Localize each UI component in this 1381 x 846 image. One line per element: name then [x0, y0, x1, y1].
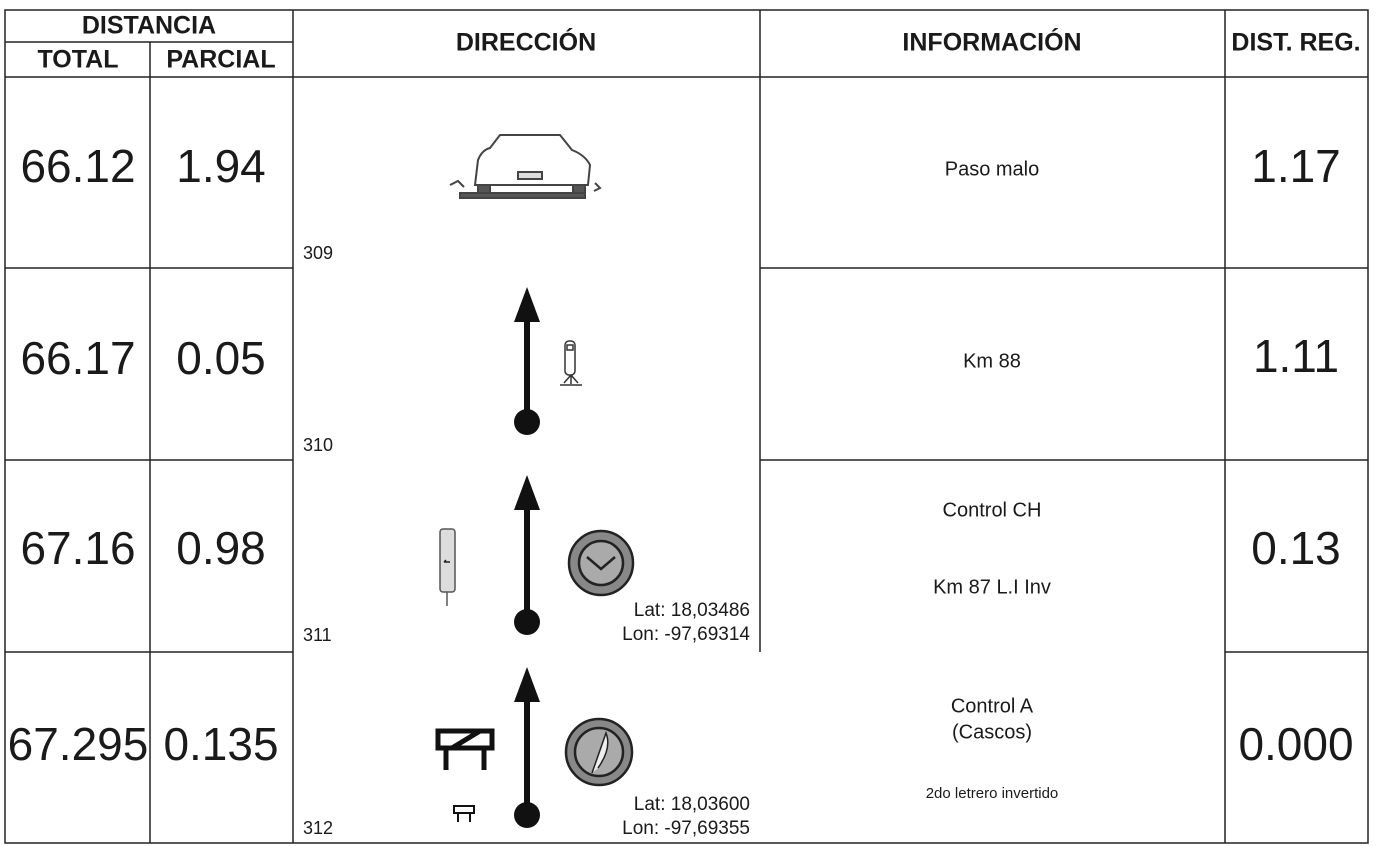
box-number: 312 — [303, 818, 333, 838]
longitude: Lon: -97,69355 — [622, 818, 750, 839]
total: 67.295 — [8, 718, 149, 770]
car-icon — [449, 134, 602, 199]
parcial: 0.05 — [176, 332, 266, 384]
header-distancia: DISTANCIA — [82, 12, 216, 40]
latitude: Lat: 18,03600 — [634, 794, 750, 815]
box-number: 311 — [303, 625, 332, 645]
header-informacion: INFORMACIÓN — [902, 27, 1081, 57]
header-total: TOTAL — [37, 46, 118, 74]
latitude: Lat: 18,03486 — [634, 600, 750, 621]
header-dist-reg: DIST. REG. — [1231, 29, 1360, 57]
header-direccion: DIRECCIÓN — [456, 27, 596, 57]
km-marker-icon — [560, 340, 582, 386]
direction-arrow — [514, 475, 540, 635]
info-line: Km 88 — [963, 350, 1021, 372]
parcial: 0.135 — [163, 718, 278, 770]
info-line: Km 87 L.I Inv — [933, 576, 1051, 598]
info-note: 2do letrero invertido — [926, 785, 1059, 802]
dist-reg: 1.17 — [1251, 140, 1341, 192]
header-parcial: PARCIAL — [166, 46, 275, 74]
longitude: Lon: -97,69314 — [622, 624, 750, 645]
info-line: (Cascos) — [952, 721, 1032, 743]
info-line: Control A — [951, 695, 1034, 717]
dist-reg: 1.11 — [1253, 330, 1339, 382]
sign-icon — [439, 528, 456, 606]
clock-icon — [567, 529, 635, 597]
box-number: 309 — [303, 243, 333, 263]
dist-reg: 0.000 — [1238, 718, 1353, 770]
flag-icon — [564, 717, 634, 787]
direction-arrow — [514, 667, 540, 828]
info-line: Control CH — [943, 499, 1042, 521]
total: 66.17 — [20, 332, 135, 384]
grid — [4, 9, 1369, 844]
parcial: 0.98 — [176, 522, 266, 574]
parcial: 1.94 — [176, 140, 266, 192]
total: 67.16 — [20, 522, 135, 574]
dist-reg: 0.13 — [1251, 522, 1341, 574]
direction-arrow — [514, 287, 540, 435]
box-number: 310 — [303, 435, 333, 455]
info-line: Paso malo — [945, 158, 1040, 180]
barrier-icon — [435, 728, 495, 822]
total: 66.12 — [20, 140, 135, 192]
